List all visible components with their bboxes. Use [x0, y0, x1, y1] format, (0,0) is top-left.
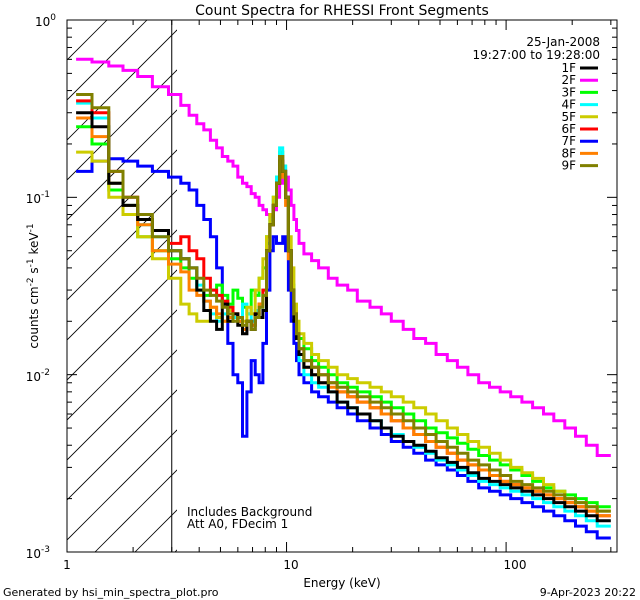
series-line-3F: [76, 125, 611, 509]
y-tick-label-1e-2: 10-2: [26, 368, 50, 384]
series-line-7F: [76, 157, 611, 540]
y-label-exp3: -1: [26, 223, 36, 232]
legend-label-1F: 1F: [561, 61, 576, 75]
hatch-stroke: [67, 109, 177, 221]
legend-label-7F: 7F: [561, 134, 576, 148]
y-tick-base: 10: [26, 192, 41, 206]
x-tick-label-1: 1: [63, 558, 71, 572]
hatch-stroke: [67, 20, 148, 101]
hatch-stroke: [67, 69, 177, 181]
axis-ticks: [66, 19, 617, 553]
y-label-main: counts cm: [27, 286, 41, 348]
hatch-stroke: [67, 189, 177, 301]
hatch-stroke: [67, 269, 177, 381]
hatch-stroke: [67, 229, 177, 341]
y-tick-base: 10: [26, 370, 41, 384]
series-line-8F: [76, 116, 611, 518]
series-line-4F: [76, 101, 611, 528]
y-label-mid: s: [27, 267, 41, 277]
hatch-stroke: [67, 309, 177, 421]
annotation-attenuator: Att A0, FDecim 1: [187, 517, 288, 531]
y-label-end: keV: [27, 232, 41, 259]
legend-label-8F: 8F: [561, 146, 576, 160]
y-tick-exp: -1: [41, 190, 50, 200]
y-axis-label: counts cm-2 s-1 keV-1: [26, 223, 41, 348]
y-label-exp2: -1: [26, 258, 36, 267]
hatch-stroke: [67, 349, 177, 461]
y-tick-label-1e-3: 10-3: [26, 545, 50, 561]
hatch-stroke: [67, 429, 177, 541]
legend-label-3F: 3F: [561, 85, 576, 99]
y-tick-exp: 0: [50, 13, 56, 23]
y-tick-exp: -2: [41, 368, 50, 378]
plot-frame: [66, 19, 618, 553]
legend-label-2F: 2F: [561, 73, 576, 87]
series-line-2F: [76, 57, 611, 457]
below-threshold-hatch: [67, 20, 177, 552]
timestamp-label: 9-Apr-2023 20:22: [540, 586, 636, 599]
y-label-exp1: -2: [26, 277, 36, 286]
generated-by-label: Generated by hsi_min_spectra_plot.pro: [3, 586, 219, 599]
legend-label-5F: 5F: [561, 110, 576, 124]
x-tick-label-100: 100: [504, 558, 527, 572]
y-tick-label-1e-1: 10-1: [26, 190, 50, 206]
date-label: 25-Jan-2008: [526, 35, 600, 49]
series-line-1F: [76, 111, 611, 523]
legend-label-4F: 4F: [561, 98, 576, 112]
x-axis-label: Energy (keV): [303, 576, 380, 590]
series-line-5F: [76, 150, 611, 513]
series-line-9F: [76, 93, 611, 513]
y-tick-base: 10: [26, 547, 41, 561]
x-tick-label-10: 10: [283, 558, 298, 572]
hatch-stroke: [94, 469, 177, 552]
y-tick-base: 10: [35, 15, 50, 29]
hatch-stroke: [67, 149, 177, 261]
series-line-6F: [76, 99, 611, 518]
legend-label-9F: 9F: [561, 159, 576, 173]
annotation-background: Includes Background: [187, 505, 312, 519]
spectra-series: [76, 57, 611, 540]
chart-title: Count Spectra for RHESSI Front Segments: [195, 3, 489, 19]
y-tick-exp: -3: [41, 545, 50, 555]
legend-label-6F: 6F: [561, 122, 576, 136]
y-tick-label-1e0: 100: [35, 13, 56, 29]
hatch-stroke: [67, 389, 177, 501]
time-range-label: 19:27:00 to 19:28:00: [473, 48, 600, 62]
